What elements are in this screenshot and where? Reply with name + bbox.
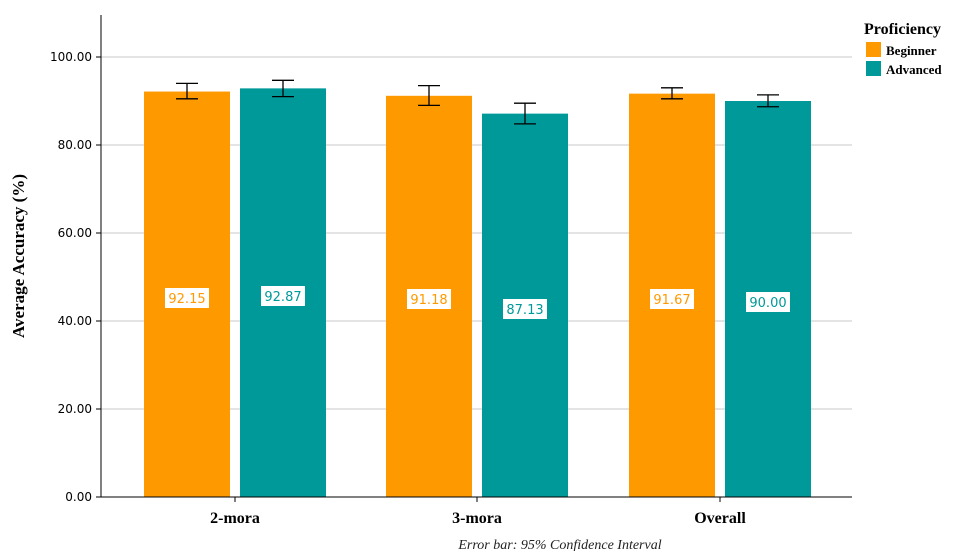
- data-label: 90.00: [749, 296, 786, 311]
- data-label: 91.67: [653, 293, 690, 308]
- data-label-box: [650, 289, 694, 309]
- y-tick-label: 100.00: [50, 50, 92, 64]
- legend-label: Advanced: [886, 62, 942, 77]
- data-label-box: [407, 289, 451, 309]
- bars: [144, 88, 811, 498]
- data-label-box: [503, 299, 547, 319]
- y-tick-label: 0.00: [65, 490, 92, 504]
- y-tick-label: 80.00: [58, 138, 92, 152]
- y-axis-label: Average Accuracy (%): [9, 174, 28, 338]
- data-label-box: [261, 286, 305, 306]
- legend-swatch: [866, 42, 881, 57]
- data-label: 91.18: [410, 293, 447, 308]
- data-label-box: [746, 292, 790, 312]
- data-label: 92.15: [168, 292, 205, 307]
- legend-label: Beginner: [886, 43, 937, 58]
- legend-title: Proficiency: [864, 21, 941, 38]
- data-label: 92.87: [264, 290, 301, 305]
- x-tick-label: 2-mora: [210, 510, 260, 527]
- y-ticks: 0.00 20.00 40.00 60.00 80.00 100.00: [50, 50, 101, 504]
- data-label-box: [165, 288, 209, 308]
- footnote: Error bar: 95% Confidence Interval: [457, 538, 661, 551]
- y-tick-label: 40.00: [58, 314, 92, 328]
- x-tick-label: Overall: [694, 510, 746, 527]
- legend: Proficiency Beginner Advanced: [864, 21, 942, 77]
- x-ticks: 2-mora 3-mora Overall: [210, 497, 746, 527]
- y-tick-label: 60.00: [58, 226, 92, 240]
- legend-swatch: [866, 61, 881, 76]
- error-bars: [176, 79, 779, 125]
- y-tick-label: 20.00: [58, 402, 92, 416]
- data-labels: 92.15 92.87 91.18 87.13 91.67 90.00: [165, 286, 790, 319]
- x-tick-label: 3-mora: [452, 510, 502, 527]
- data-label: 87.13: [506, 303, 543, 318]
